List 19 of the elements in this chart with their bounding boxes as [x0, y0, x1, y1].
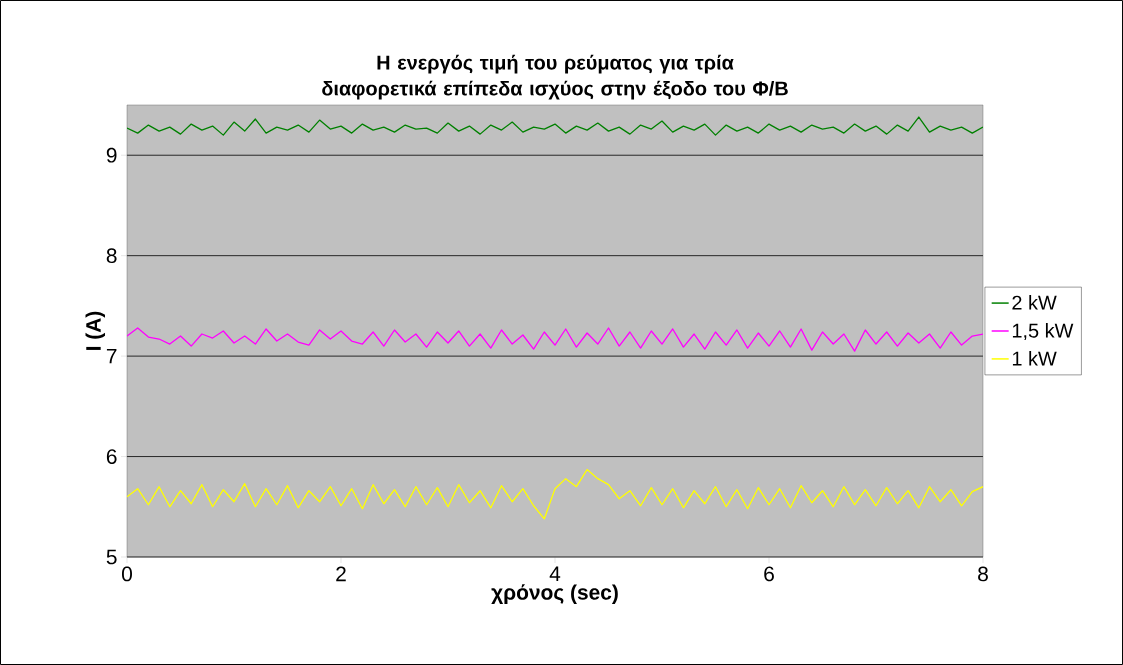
y-tick-label: 6: [106, 449, 117, 464]
legend-label: 1 kW: [1012, 350, 1057, 366]
legend-label: 2 kW: [1012, 295, 1057, 310]
line-series: [127, 468, 984, 520]
y-tick-label: 7: [106, 348, 117, 364]
y-tick-label: 8: [106, 248, 117, 264]
line-series: [127, 327, 984, 352]
x-tick-label: 0: [122, 566, 132, 582]
y-axis-title: I (A): [85, 311, 106, 350]
x-tick-label: 4: [549, 566, 561, 581]
x-tick-label: 8: [978, 566, 988, 582]
y-tick-label: 9: [106, 147, 117, 163]
line-series: [127, 116, 984, 136]
x-tick-label: 6: [764, 566, 774, 582]
y-tick-label: 5: [106, 549, 117, 565]
x-tick-label: 2: [336, 566, 346, 582]
chart-title: Η ενεργός τιμή του ρεύματος για τρία διαφορετικά επίπεδα ισχύος στην έξοδο του Φ/Β: [322, 54, 788, 100]
x-axis-title: χρόνος (sec): [491, 584, 618, 604]
legend-label: 1,5 kW: [1012, 323, 1074, 341]
